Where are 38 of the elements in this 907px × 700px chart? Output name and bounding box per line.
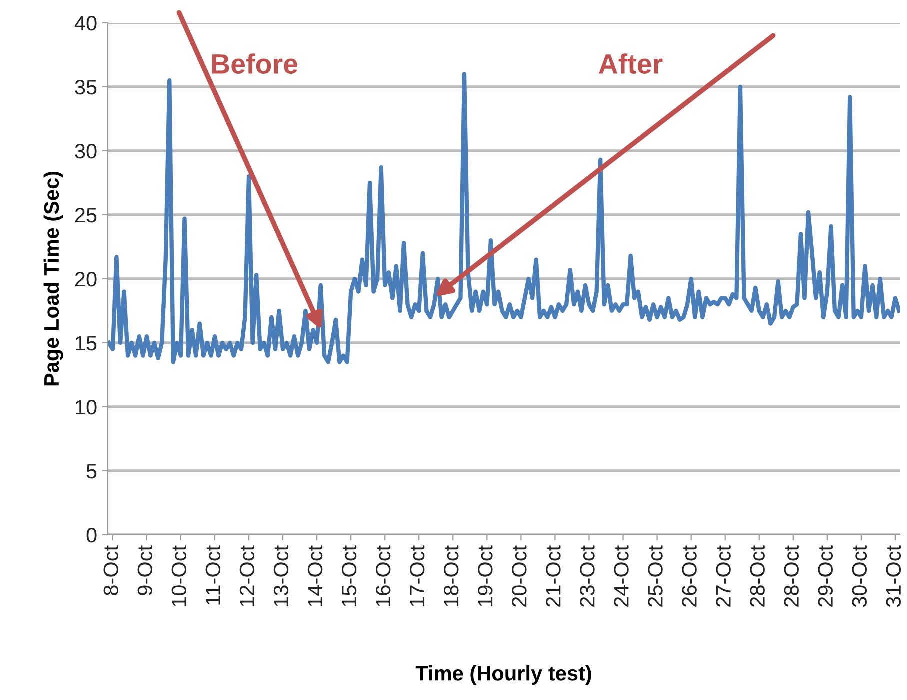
y-tick-label: 40 [74,16,97,31]
x-tick-label: 28-Oct [784,546,799,607]
x-tick-label: 15-Oct [342,546,357,606]
x-tick-label: 25-Oct [648,546,663,607]
x-tick-label: 18-Oct [444,546,459,606]
x-tick-label: 12-Oct [240,546,255,606]
y-tick-label: 0 [86,528,97,543]
y-tick-label: 35 [75,80,97,95]
x-tick-label: 10-Oct [172,546,187,606]
y-tick-label: 30 [75,144,97,159]
x-tick-label: 27-Oct [716,546,731,607]
x-tick-label: 31-Oct [886,546,902,608]
x-tick-label: 16-Oct [376,546,391,606]
x-tick-label: 23-Oct [580,546,595,607]
x-tick-label: 26-Oct [682,546,697,607]
x-tick-label: 29-Oct [818,546,834,607]
y-tick-label: 10 [76,400,97,415]
x-tick-label: 28-Oct [750,546,765,607]
line-series [108,72,900,364]
y-tick-label: 20 [75,272,97,287]
x-tick-label: 9-Oct [138,546,153,596]
x-tick-label: 20-Oct [512,546,527,607]
x-tick-label: 24-Oct [614,546,629,607]
x-tick-label: 21-Oct [546,546,561,607]
annotation: After [599,54,663,74]
x-tick-label: 30-Oct [852,546,868,608]
y-tick-label: 15 [76,336,97,351]
y-axis-title: Page Load Time (Sec) [44,172,64,386]
y-tick-label: 25 [75,208,97,223]
x-tick-label: 11-Oct [206,546,221,605]
x-tick-label: 19-Oct [478,546,493,606]
x-axis-title: Time (Hourly test) [416,666,592,685]
y-tick-label: 5 [86,464,97,479]
x-tick-label: 13-Oct [274,546,289,606]
x-tick-label: 14-Oct [308,546,323,606]
x-tick-label: 17-Oct [410,546,425,606]
x-tick-label: 8-Oct [104,546,119,596]
annotation: Before [212,54,298,74]
